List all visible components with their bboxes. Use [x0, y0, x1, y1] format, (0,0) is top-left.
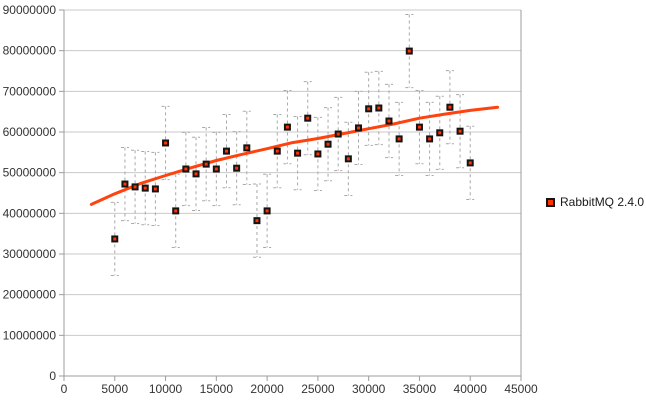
data-point-center-9000 — [153, 187, 157, 191]
data-point-center-21000 — [275, 149, 279, 153]
x-tick-label-30000: 30000 — [352, 382, 386, 396]
x-tick-label-35000: 35000 — [403, 382, 437, 396]
trend-line[interactable] — [89, 105, 500, 206]
y-tick-label-80000000: 80000000 — [3, 44, 57, 58]
data-point-center-38000 — [448, 105, 452, 109]
data-point-center-20000 — [265, 209, 269, 213]
x-tick-label-10000: 10000 — [149, 382, 183, 396]
x-tick-label-25000: 25000 — [301, 382, 335, 396]
y-tick-label-70000000: 70000000 — [3, 84, 57, 98]
data-point-center-34000 — [407, 49, 411, 53]
y-tick-label-0: 0 — [49, 369, 56, 383]
data-point-center-17000 — [235, 166, 239, 170]
data-point-center-18000 — [245, 146, 249, 150]
data-point-center-15000 — [214, 167, 218, 171]
y-tick-label-50000000: 50000000 — [3, 166, 57, 180]
data-point-center-14000 — [204, 162, 208, 166]
data-point-center-22000 — [285, 125, 289, 129]
data-point-center-27000 — [336, 132, 340, 136]
x-tick-label-0: 0 — [61, 382, 68, 396]
data-point-center-26000 — [326, 142, 330, 146]
x-tick-label-40000: 40000 — [454, 382, 488, 396]
data-point-center-8000 — [143, 186, 147, 190]
data-point-center-36000 — [428, 137, 432, 141]
y-tick-label-10000000: 10000000 — [3, 328, 57, 342]
data-point-center-31000 — [377, 106, 381, 110]
x-tick-label-45000: 45000 — [504, 382, 538, 396]
data-point-center-33000 — [397, 137, 401, 141]
data-point-center-16000 — [224, 149, 228, 153]
data-point-center-32000 — [387, 119, 391, 123]
data-point-center-35000 — [417, 125, 421, 129]
y-tick-label-90000000: 90000000 — [3, 3, 57, 17]
data-point-center-7000 — [133, 185, 137, 189]
data-point-center-30000 — [367, 107, 371, 111]
data-point-center-37000 — [438, 131, 442, 135]
data-point-center-23000 — [296, 151, 300, 155]
legend[interactable]: RabbitMQ 2.4.0 — [546, 196, 644, 209]
data-point-center-39000 — [458, 129, 462, 133]
y-tick-label-20000000: 20000000 — [3, 288, 57, 302]
x-tick-label-5000: 5000 — [101, 382, 128, 396]
data-point-center-11000 — [174, 209, 178, 213]
legend-marker-icon — [546, 198, 555, 207]
legend-label: RabbitMQ 2.4.0 — [560, 195, 645, 209]
data-point-center-28000 — [346, 157, 350, 161]
y-tick-label-40000000: 40000000 — [3, 206, 57, 220]
x-tick-label-15000: 15000 — [200, 382, 234, 396]
data-point-center-13000 — [194, 172, 198, 176]
data-point-center-25000 — [316, 152, 320, 156]
y-tick-label-30000000: 30000000 — [3, 247, 57, 261]
x-tick-label-20000: 20000 — [250, 382, 284, 396]
data-point-center-29000 — [357, 126, 361, 130]
data-point-center-19000 — [255, 219, 259, 223]
data-point-center-10000 — [164, 141, 168, 145]
data-point-center-5000 — [113, 237, 117, 241]
y-tick-label-60000000: 60000000 — [3, 125, 57, 139]
data-point-center-24000 — [306, 116, 310, 120]
data-point-center-40000 — [468, 161, 472, 165]
data-point-center-6000 — [123, 182, 127, 186]
data-point-center-12000 — [184, 167, 188, 171]
